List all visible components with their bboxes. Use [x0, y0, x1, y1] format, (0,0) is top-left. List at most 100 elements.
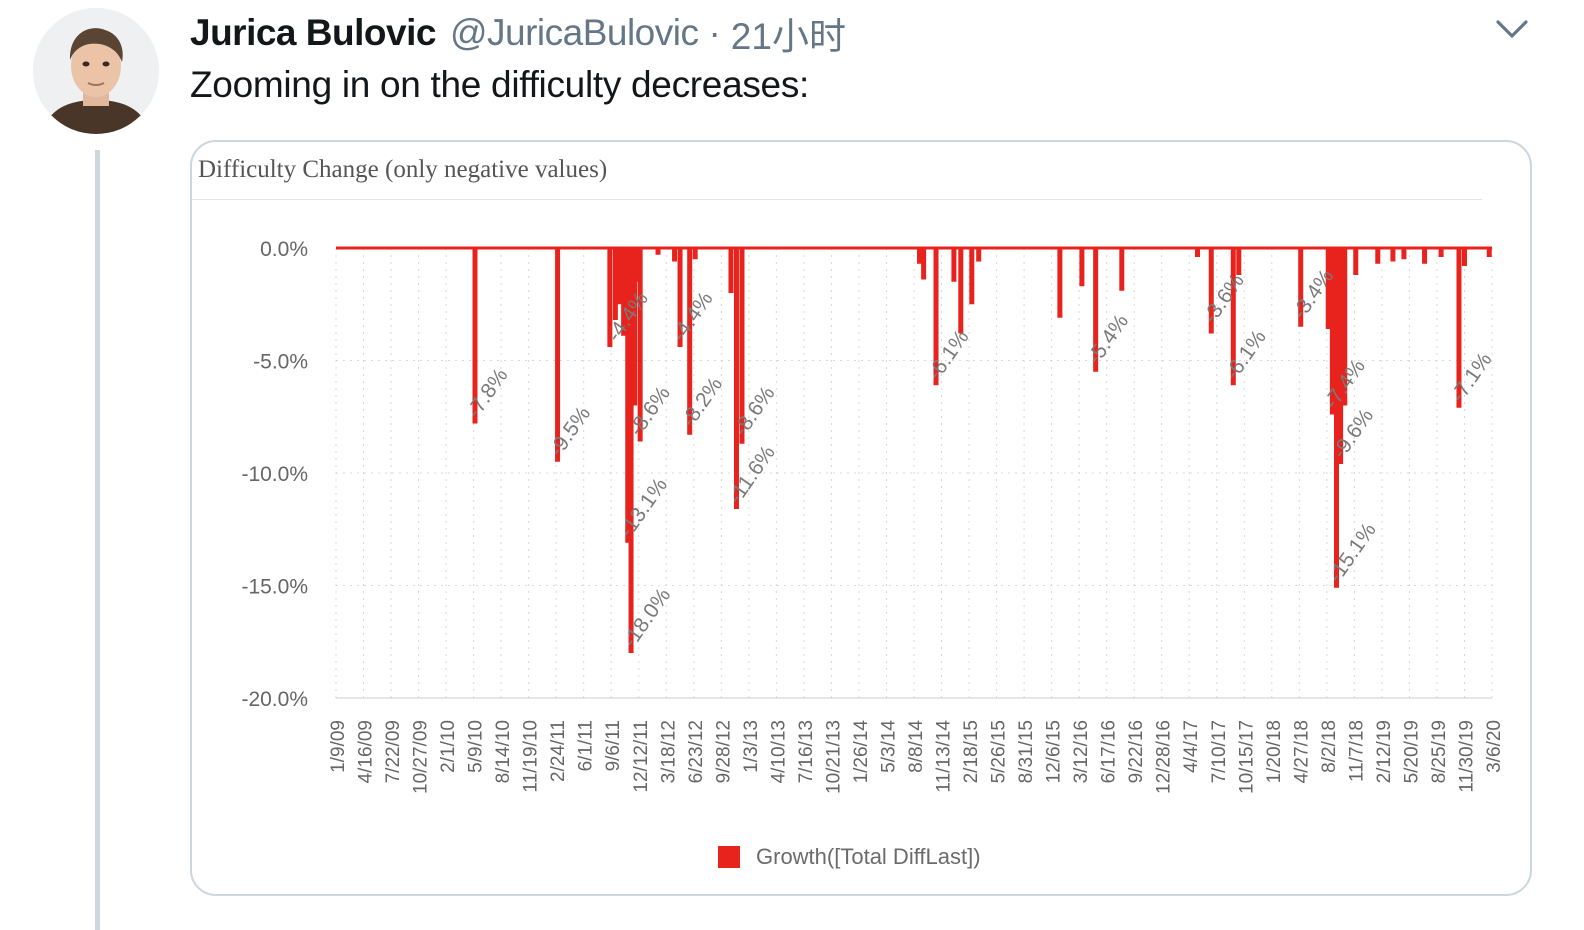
x-tick-label: 9/22/16 — [1126, 720, 1147, 783]
data-bar — [1093, 248, 1099, 372]
x-tick-label: 1/3/13 — [741, 720, 762, 773]
display-name[interactable]: Jurica Bulovic — [190, 12, 436, 53]
data-bar — [933, 248, 939, 386]
data-bar — [1298, 248, 1304, 327]
x-tick-label: 5/9/10 — [466, 720, 487, 773]
legend-label: Growth([Total DiffLast]) — [756, 844, 981, 869]
data-bar — [1079, 248, 1085, 287]
data-bar — [655, 248, 661, 255]
y-tick-label: -15.0% — [241, 576, 308, 599]
x-tick-label: 12/6/15 — [1044, 720, 1065, 783]
data-bar — [607, 248, 613, 347]
x-tick-label: 10/15/17 — [1236, 720, 1257, 794]
y-tick-label: -5.0% — [253, 351, 308, 374]
y-tick-label: 0.0% — [260, 238, 308, 261]
x-tick-label: 11/19/10 — [521, 720, 542, 793]
data-bar — [739, 248, 745, 444]
x-tick-label: 4/16/09 — [356, 720, 377, 783]
x-tick-label: 2/1/10 — [438, 720, 459, 773]
data-bar — [692, 248, 698, 260]
thread-line — [95, 150, 100, 930]
x-tick-label: 11/13/14 — [934, 720, 955, 793]
data-bar — [1208, 248, 1214, 334]
x-tick-label: 8/8/14 — [906, 720, 927, 773]
x-tick-label: 8/14/10 — [493, 720, 514, 783]
data-bar — [632, 248, 638, 406]
data-bar — [1119, 248, 1125, 291]
chart-legend: Growth([Total DiffLast]) — [718, 844, 981, 870]
data-bar — [616, 248, 622, 305]
difficulty-chart: 0.0% -5.0% -10.0% -15.0% -20.0% 1/9/09 4/16/09… — [241, 238, 1505, 794]
data-bar — [1353, 248, 1359, 275]
chevron-down-icon — [1496, 20, 1528, 38]
data-label: -15.1% — [1324, 519, 1381, 587]
avatar[interactable] — [33, 8, 159, 134]
x-tick-label: 4/27/18 — [1291, 720, 1312, 783]
user-handle[interactable]: @JuricaBulovic — [449, 12, 699, 53]
y-tick-label: -10.0% — [241, 463, 308, 486]
data-bar — [1456, 248, 1462, 408]
x-tick-label: 3/18/12 — [658, 720, 679, 783]
data-label: -3.6% — [1199, 270, 1249, 328]
data-label: -11.6% — [724, 441, 780, 507]
x-tick-label: 6/17/16 — [1099, 720, 1120, 783]
data-bar — [733, 248, 739, 509]
data-bar — [951, 248, 957, 282]
tweet-text: Zooming in on the difficulty decreases: — [190, 64, 810, 105]
separator-dot: · — [708, 12, 721, 53]
data-label: -6.1% — [923, 326, 973, 384]
data-bar — [634, 248, 640, 282]
data-label: -7.1% — [1446, 348, 1496, 406]
data-bar — [621, 248, 627, 336]
x-tick-label: 11/30/19 — [1456, 720, 1477, 793]
data-label: -7.8% — [462, 364, 512, 422]
data-bar — [1236, 248, 1242, 275]
data-bar — [637, 248, 643, 442]
data-label: -8.2% — [677, 373, 727, 431]
x-tick-label: 8/31/15 — [1016, 720, 1037, 783]
data-bar — [1461, 248, 1467, 266]
data-bar — [1230, 248, 1236, 386]
data-bar — [555, 248, 561, 462]
x-tick-label: 8/25/19 — [1429, 720, 1450, 783]
x-tick-label: 3/6/20 — [1484, 720, 1505, 773]
data-bar — [677, 248, 683, 347]
data-bar — [1390, 248, 1396, 262]
x-tick-label: 6/1/11 — [576, 720, 597, 771]
data-bar — [1325, 248, 1331, 329]
data-bar — [687, 248, 693, 435]
data-label: -6.1% — [1221, 326, 1271, 384]
data-bar — [472, 248, 478, 424]
x-tick-label: 5/20/19 — [1401, 720, 1422, 783]
x-tick-label: 4/10/13 — [768, 720, 789, 783]
data-bar — [728, 248, 734, 293]
tweet-timestamp[interactable]: 21小时 — [730, 16, 846, 57]
data-bar — [1401, 248, 1407, 260]
chart-title: Difficulty Change (only negative values) — [198, 156, 608, 183]
x-tick-label: 2/18/15 — [961, 720, 982, 783]
legend-swatch — [718, 846, 740, 868]
x-tick-label: 11/7/18 — [1346, 720, 1367, 782]
data-label: -9.5% — [545, 402, 595, 460]
more-options-button[interactable] — [1492, 14, 1532, 44]
data-bar — [917, 248, 923, 264]
data-bar — [1422, 248, 1428, 264]
x-tick-label: 10/21/13 — [823, 720, 844, 794]
data-label: -5.4% — [1083, 310, 1133, 368]
data-bar — [672, 248, 678, 262]
x-tick-label: 1/9/09 — [328, 720, 349, 773]
x-tick-label: 3/12/16 — [1071, 720, 1092, 783]
x-tick-label: 1/20/18 — [1264, 720, 1285, 783]
data-bar — [958, 248, 964, 334]
x-tick-label: 8/2/18 — [1319, 720, 1340, 773]
media-card[interactable]: Difficulty Change (only negative values)… — [190, 140, 1532, 896]
data-bar — [1057, 248, 1063, 318]
data-bar — [921, 248, 927, 280]
x-tick-label: 1/26/14 — [851, 720, 872, 784]
x-tick-label: 9/6/11 — [603, 720, 624, 771]
x-tick-label: 10/27/09 — [411, 720, 432, 794]
title-divider — [192, 199, 1482, 200]
data-bar — [1342, 248, 1348, 406]
data-bar — [1329, 248, 1335, 415]
data-bar — [1338, 248, 1344, 464]
